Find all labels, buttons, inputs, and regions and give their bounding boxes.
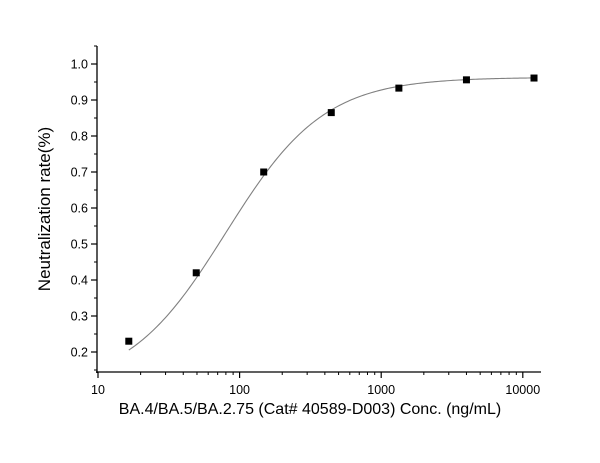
y-tick-label: 1.0 (71, 58, 88, 72)
data-point-square-marker (327, 109, 335, 117)
y-tick-label: 0.5 (71, 238, 88, 252)
data-point-square-marker (260, 168, 268, 176)
y-tick-label: 0.9 (71, 94, 88, 108)
x-axis-label: BA.4/BA.5/BA.2.75 (Cat# 40589-D003) Conc… (119, 401, 501, 418)
y-tick-label: 0.4 (71, 274, 88, 288)
data-point-square-marker (192, 269, 200, 277)
y-axis-label: Neutralization rate(%) (35, 127, 54, 291)
data-point-square-marker (462, 76, 470, 84)
fit-curve (128, 77, 535, 351)
y-tick-label: 0.3 (71, 310, 88, 324)
fit-curve-path (128, 77, 535, 351)
x-tick-label: 10 (91, 383, 105, 397)
data-point-square-marker (395, 84, 403, 92)
data-points (125, 74, 538, 345)
y-tick-label: 0.2 (71, 346, 88, 360)
x-tick-label: 1000 (367, 383, 395, 397)
data-point-square-marker (530, 74, 538, 82)
y-tick-label: 0.8 (71, 130, 88, 144)
data-point-square-marker (125, 337, 133, 345)
axes: 0.2 0.3 0.4 0.5 0.6 0.7 0.8 0.9 1.0 10 100 1000 1000… (71, 45, 541, 397)
x-tick-label: 100 (229, 383, 250, 397)
y-tick-label: 0.6 (71, 202, 88, 216)
y-tick-label: 0.7 (71, 166, 88, 180)
x-tick-label: 10000 (505, 383, 540, 397)
